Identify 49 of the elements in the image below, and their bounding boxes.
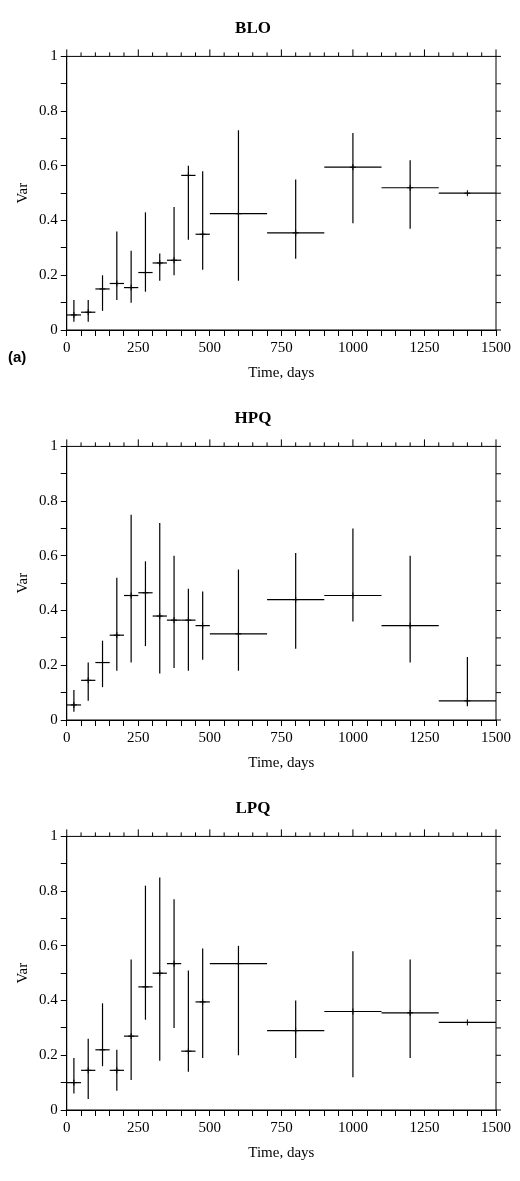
x-tick-label: 750 bbox=[270, 1118, 293, 1135]
y-tick-label: 0.6 bbox=[39, 936, 59, 953]
y-axis-title: Var bbox=[13, 962, 30, 984]
y-tick-label: 1 bbox=[50, 437, 58, 454]
x-axis-title: Time, days bbox=[248, 1143, 315, 1160]
x-tick-label: 1500 bbox=[481, 728, 511, 745]
x-tick-label: 1000 bbox=[337, 728, 368, 745]
chart-title: HPQ bbox=[234, 407, 272, 427]
y-tick-label: 0 bbox=[50, 320, 58, 337]
y-tick-label: 0.8 bbox=[39, 102, 58, 119]
chart-title: BLO bbox=[235, 17, 271, 37]
x-tick-label: 250 bbox=[127, 728, 150, 745]
x-tick-label: 500 bbox=[198, 338, 222, 355]
y-tick-label: 0 bbox=[50, 710, 58, 727]
chart-title: LPQ bbox=[235, 797, 271, 817]
x-tick-label: 0 bbox=[63, 1118, 71, 1135]
y-tick-label: 0.4 bbox=[39, 601, 59, 618]
x-tick-label: 1000 bbox=[337, 1118, 368, 1135]
y-tick-label: 0.6 bbox=[39, 156, 59, 173]
x-axis-title: Time, days bbox=[248, 363, 315, 380]
x-tick-label: 1250 bbox=[409, 728, 440, 745]
x-tick-label: 500 bbox=[198, 1118, 222, 1135]
y-axis-title: Var bbox=[13, 572, 30, 594]
x-tick-label: 500 bbox=[198, 728, 222, 745]
x-tick-label: 1000 bbox=[337, 338, 368, 355]
y-tick-label: 1 bbox=[50, 47, 58, 64]
x-axis-title: Time, days bbox=[248, 753, 315, 770]
y-tick-label: 0.6 bbox=[39, 546, 59, 563]
y-tick-label: 0.2 bbox=[39, 1046, 58, 1063]
x-tick-label: 250 bbox=[127, 1118, 150, 1135]
x-tick-label: 1250 bbox=[409, 1118, 440, 1135]
x-tick-label: 0 bbox=[63, 728, 71, 745]
y-tick-label: 0.4 bbox=[39, 991, 59, 1008]
y-tick-label: 0.8 bbox=[39, 492, 58, 509]
y-tick-label: 0 bbox=[50, 1100, 58, 1117]
y-tick-label: 0.8 bbox=[39, 882, 58, 899]
y-tick-label: 0.2 bbox=[39, 656, 58, 673]
text: (a) bbox=[8, 347, 27, 365]
x-tick-label: 0 bbox=[63, 338, 71, 355]
x-tick-label: 1250 bbox=[409, 338, 440, 355]
y-tick-label: 0.2 bbox=[39, 266, 58, 283]
x-tick-label: 750 bbox=[270, 728, 293, 745]
y-axis-title: Var bbox=[13, 182, 30, 204]
x-tick-label: 1500 bbox=[481, 338, 511, 355]
x-tick-label: 1500 bbox=[481, 1118, 511, 1135]
y-tick-label: 1 bbox=[50, 827, 58, 844]
x-tick-label: 750 bbox=[270, 338, 293, 355]
y-tick-label: 0.4 bbox=[39, 211, 59, 228]
x-tick-label: 250 bbox=[127, 338, 150, 355]
